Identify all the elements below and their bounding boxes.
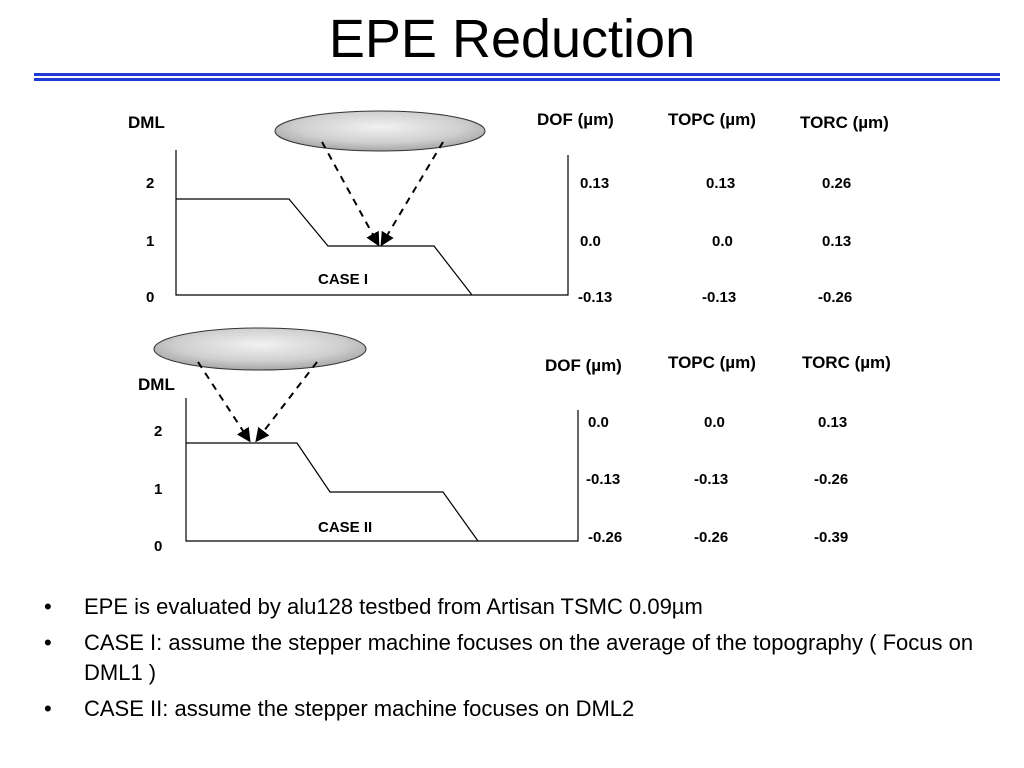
case2-table: DOF (µm) TOPC (µm) TORC (µm) 0.0 0.0 0.1… xyxy=(545,353,891,546)
case1-light-ray-right xyxy=(380,141,444,247)
case2-cell: -0.26 xyxy=(814,471,848,488)
case1-topography-profile xyxy=(176,198,473,296)
case1-cell: 0.0 xyxy=(580,233,601,250)
case1-cell: -0.13 xyxy=(702,289,736,306)
case2-cell: 0.13 xyxy=(818,414,847,431)
case1-label: CASE I xyxy=(318,271,368,288)
case1-tick-1: 1 xyxy=(146,233,154,250)
case2-dml-axis-label: DML xyxy=(138,375,175,394)
case1-header-topc: TOPC (µm) xyxy=(668,110,756,129)
case1-light-ray-left xyxy=(321,141,380,247)
case2-topography-frame xyxy=(185,398,579,542)
title-divider-top xyxy=(34,73,1000,76)
bullet-item: EPE is evaluated by alu128 testbed from … xyxy=(42,592,1002,622)
case1-table: DOF (µm) TOPC (µm) TORC (µm) 0.13 0.13 0… xyxy=(537,110,889,306)
case2-tick-1: 1 xyxy=(154,481,162,498)
case1-dml-axis-label: DML xyxy=(128,113,165,132)
case1-cell: 0.13 xyxy=(706,175,735,192)
bullet-list: EPE is evaluated by alu128 testbed from … xyxy=(42,592,1002,730)
slide-title: EPE Reduction xyxy=(328,9,696,69)
case2-light-ray-right xyxy=(255,361,318,443)
case2-label: CASE II xyxy=(318,519,372,536)
case2-cell: -0.26 xyxy=(588,529,622,546)
case1-cell: 0.26 xyxy=(822,175,851,192)
bullet-item: CASE II: assume the stepper machine focu… xyxy=(42,694,1002,724)
case1-header-dof: DOF (µm) xyxy=(537,110,614,129)
case2-topography-profile xyxy=(186,442,479,542)
case2-cell: 0.0 xyxy=(704,414,725,431)
case1-topography-frame xyxy=(175,150,569,296)
case2-cell: 0.0 xyxy=(588,414,609,431)
case2-header-torc: TORC (µm) xyxy=(802,353,891,372)
case2-header-topc: TOPC (µm) xyxy=(668,353,756,372)
case1-cell: -0.13 xyxy=(578,289,612,306)
case2-cell: -0.13 xyxy=(694,471,728,488)
case1-cell: 0.13 xyxy=(580,175,609,192)
case2-cell: -0.39 xyxy=(814,529,848,546)
case2-tick-2: 2 xyxy=(154,423,162,440)
case1-lens xyxy=(274,110,486,152)
case2-light-ray-left xyxy=(197,361,251,443)
case1-tick-2: 2 xyxy=(146,175,154,192)
case1-diagram: DML 2 1 0 CASE I xyxy=(128,110,569,306)
bullet-item: CASE I: assume the stepper machine focus… xyxy=(42,628,1002,688)
case1-cell: 0.0 xyxy=(712,233,733,250)
case1-header-torc: TORC (µm) xyxy=(800,113,889,132)
case1-cell: -0.26 xyxy=(818,289,852,306)
title-divider-bottom xyxy=(34,78,1000,81)
epe-diagram: DML 2 1 0 CASE I DOF (µm) TOPC (µm) TORC… xyxy=(128,110,891,555)
case1-tick-0: 0 xyxy=(146,289,154,306)
case2-tick-0: 0 xyxy=(154,538,162,555)
case1-cell: 0.13 xyxy=(822,233,851,250)
case2-header-dof: DOF (µm) xyxy=(545,356,622,375)
case2-lens xyxy=(153,327,367,371)
case2-cell: -0.13 xyxy=(586,471,620,488)
case2-cell: -0.26 xyxy=(694,529,728,546)
case2-diagram: DML 2 1 0 CASE II xyxy=(138,327,579,555)
